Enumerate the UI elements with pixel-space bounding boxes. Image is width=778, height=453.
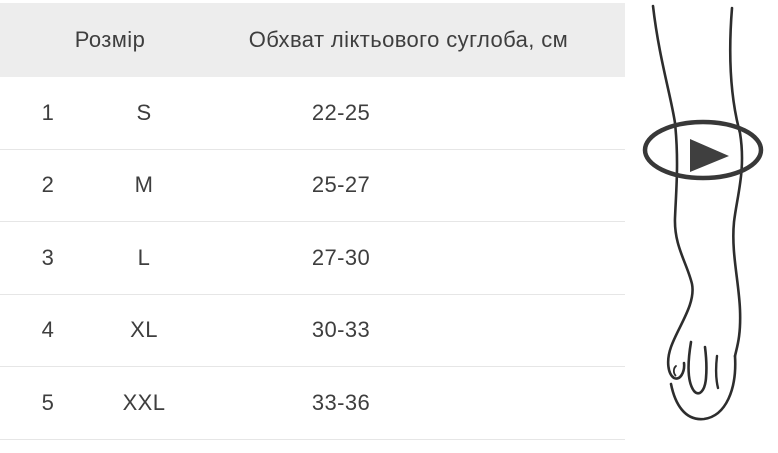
table-row: 4 XL 30-33 bbox=[0, 295, 625, 367]
header-size: Розмір bbox=[74, 27, 146, 52]
circumference-cell: 27-30 bbox=[311, 244, 371, 270]
row-number-cell: 3 bbox=[41, 244, 55, 270]
size-cell: M bbox=[134, 172, 154, 198]
finger-loop-line bbox=[687, 340, 708, 395]
size-cell: S bbox=[136, 99, 152, 125]
circumference-cell: 30-33 bbox=[311, 317, 371, 343]
row-number-cell: 5 bbox=[41, 389, 55, 415]
row-number-cell: 2 bbox=[41, 172, 55, 198]
row-number-cell: 4 bbox=[41, 317, 55, 343]
circumference-cell: 22-25 bbox=[311, 99, 371, 125]
circumference-arrow-icon bbox=[642, 119, 764, 181]
size-table: Розмір Обхват ліктьового суглоба, см 1 S… bbox=[0, 3, 625, 440]
size-cell: L bbox=[137, 244, 151, 270]
table-row: 2 M 25-27 bbox=[0, 150, 625, 222]
arm-line-art bbox=[642, 4, 764, 421]
hand-bottom-contour bbox=[669, 354, 737, 421]
header-circumference: Обхват ліктьового суглоба, см bbox=[248, 27, 569, 52]
table-row: 3 L 27-30 bbox=[0, 222, 625, 295]
thumb-nail-line bbox=[672, 365, 677, 377]
circumference-cell: 33-36 bbox=[311, 389, 371, 415]
arm-left-contour bbox=[651, 4, 694, 380]
size-cell: XXL bbox=[122, 389, 166, 415]
finger-crease-line bbox=[714, 354, 720, 390]
arm-right-contour bbox=[728, 6, 744, 358]
row-number-cell: 1 bbox=[41, 99, 55, 125]
table-row: 1 S 22-25 bbox=[0, 77, 625, 150]
table-row: 5 XXL 33-36 bbox=[0, 367, 625, 440]
size-cell: XL bbox=[130, 317, 158, 343]
elbow-measurement-illustration bbox=[625, 0, 778, 453]
table-header-row: Розмір Обхват ліктьового суглоба, см bbox=[0, 3, 625, 77]
circumference-cell: 25-27 bbox=[311, 172, 371, 198]
